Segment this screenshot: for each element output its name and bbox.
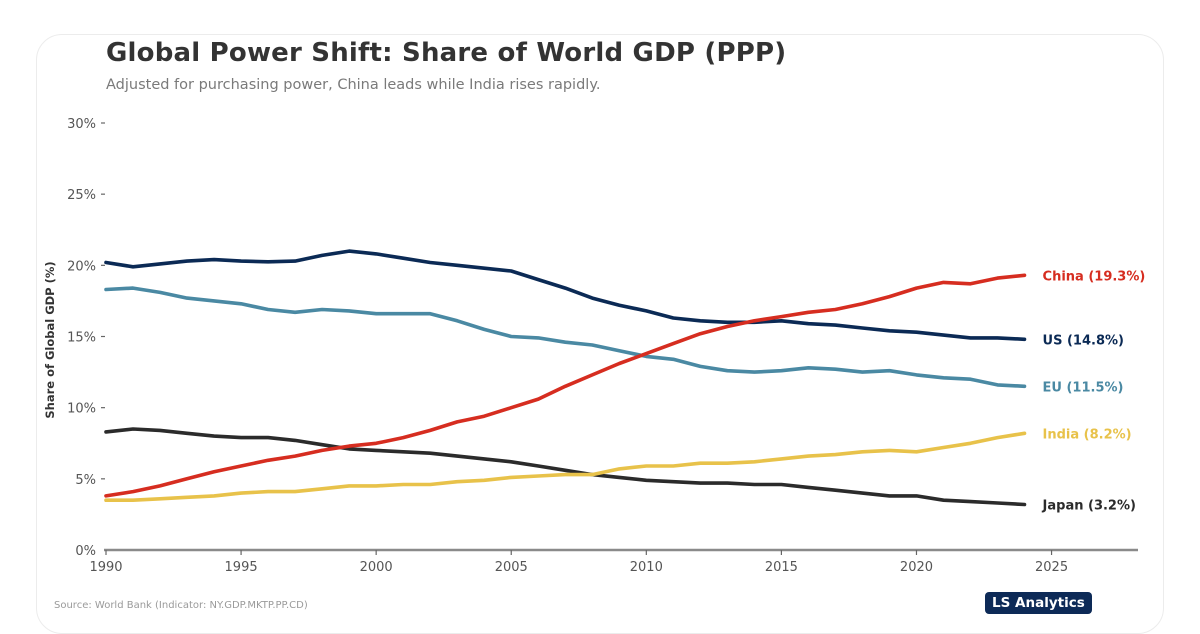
series-line-japan	[104, 427, 1027, 507]
y-tick-label: 5%	[75, 473, 96, 488]
y-tick-label: 15%	[67, 331, 96, 346]
series-label-us: US (14.8%)	[1043, 333, 1124, 348]
chart-title: Global Power Shift: Share of World GDP (…	[106, 38, 787, 68]
x-tick-label: 2020	[900, 560, 933, 575]
series-labels: China (19.3%) US (14.8%) EU (11.5%) India (…	[1042, 269, 1146, 513]
x-tick-label: 1990	[89, 560, 122, 575]
x-tick-label: 2010	[630, 560, 663, 575]
series-line-india	[104, 431, 1027, 503]
series-lines	[104, 249, 1027, 507]
series-line-eu	[104, 286, 1027, 389]
y-axis-label: Share of Global GDP (%)	[43, 261, 57, 418]
series-line-us	[104, 249, 1027, 342]
series-label-japan: Japan (3.2%)	[1042, 498, 1136, 513]
x-tick-label: 2005	[495, 560, 528, 575]
x-tick-label: 2025	[1035, 560, 1068, 575]
y-tick-label: 25%	[67, 188, 96, 203]
y-axis: 0% 5% 10% 15% 20% 25% 30%	[67, 117, 105, 559]
series-label-india: India (8.2%)	[1043, 427, 1132, 442]
chart-card	[36, 34, 1164, 634]
y-tick-label: 10%	[67, 402, 96, 417]
series-label-eu: EU (11.5%)	[1043, 380, 1124, 395]
chart-subtitle: Adjusted for purchasing power, China lea…	[106, 77, 601, 93]
x-axis: 1990 1995 2000 2005 2010 2015 2020 2025	[89, 548, 1138, 575]
y-tick-label: 0%	[75, 544, 96, 559]
x-tick-label: 1995	[225, 560, 258, 575]
series-line-china	[104, 273, 1027, 498]
series-label-china: China (19.3%)	[1043, 269, 1146, 284]
y-tick-label: 30%	[67, 117, 96, 132]
brand-badge: LS Analytics	[985, 592, 1092, 614]
x-tick-label: 2015	[765, 560, 798, 575]
source-note: Source: World Bank (Indicator: NY.GDP.MK…	[54, 600, 308, 611]
line-chart: 0% 5% 10% 15% 20% 25% 30% 1990 1995 2000 2005 2010…	[43, 117, 1146, 575]
x-tick-label: 2000	[360, 560, 393, 575]
y-tick-label: 20%	[67, 259, 96, 274]
